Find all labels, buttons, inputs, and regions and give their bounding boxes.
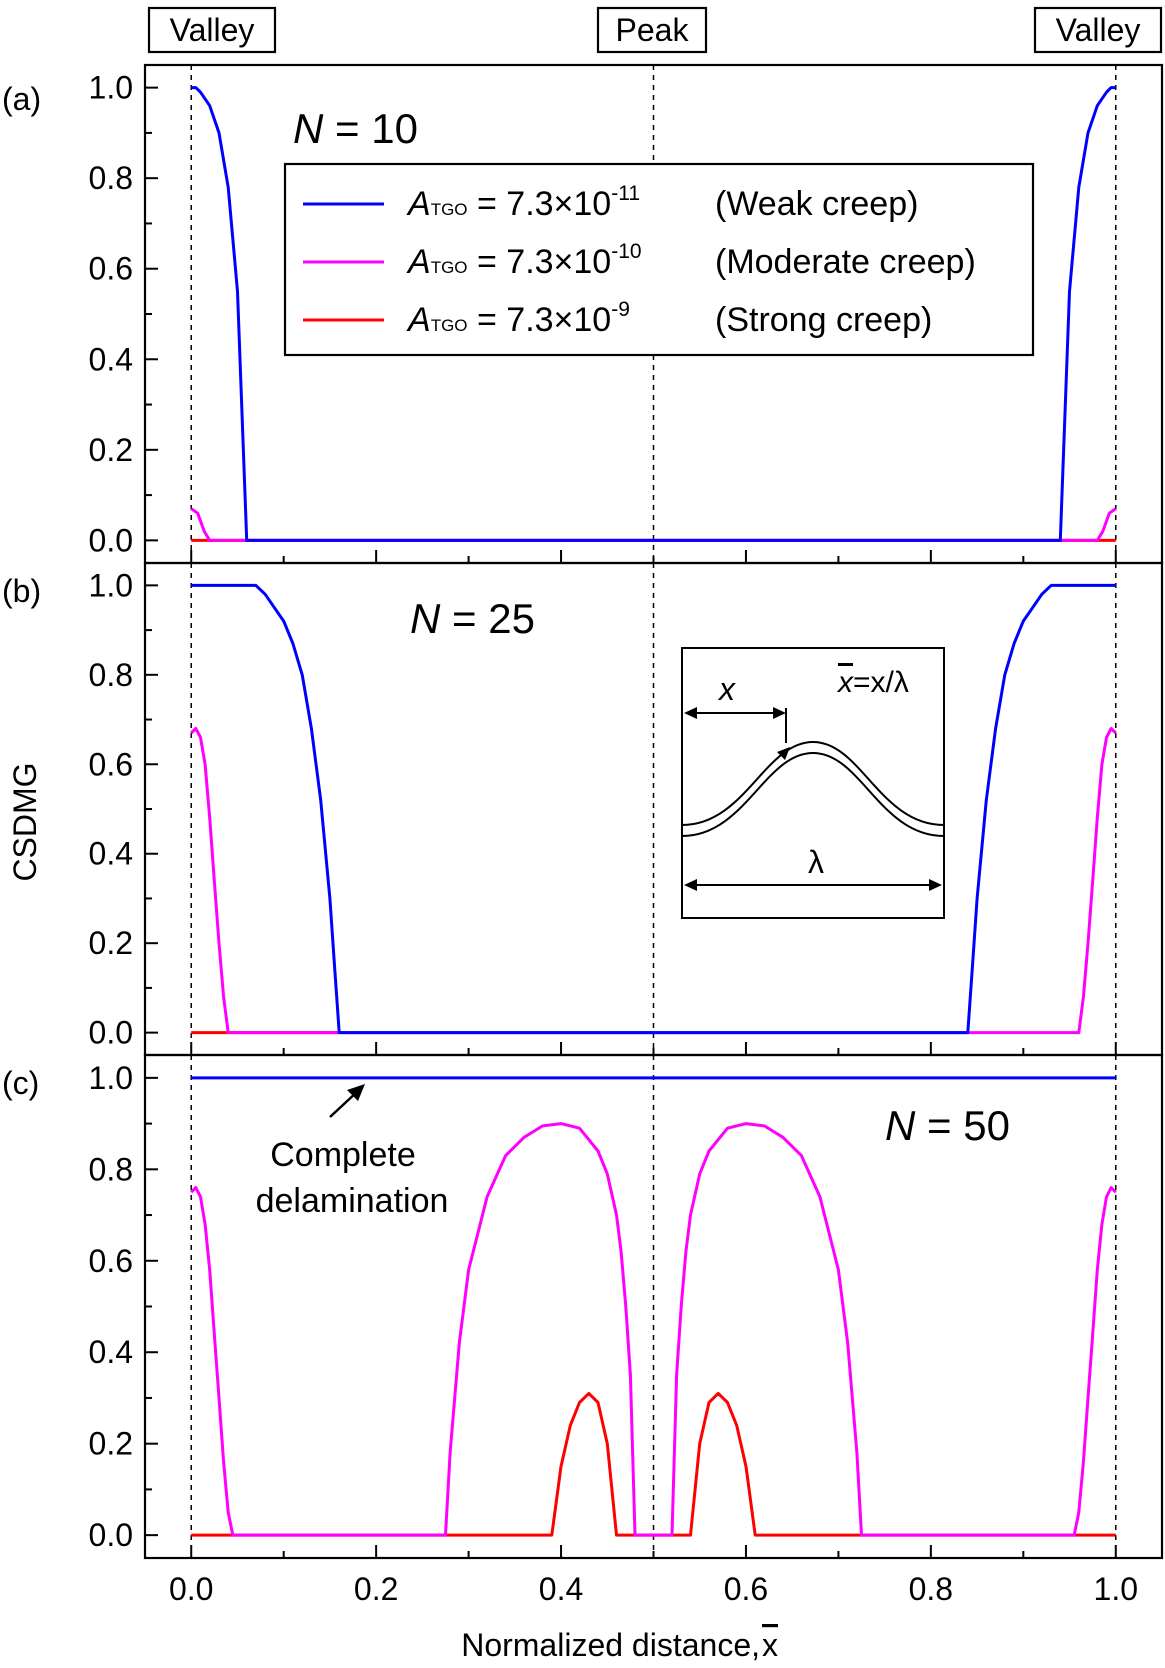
x-tick-label: 0.6 <box>724 1571 768 1607</box>
a-value: = 7.3×10 <box>468 301 612 339</box>
n-value: = 10 <box>323 105 418 152</box>
panel-a-n-annotation: N = 10 <box>293 105 418 152</box>
a-subscript: TGO <box>431 258 468 277</box>
y-tick-label: 0.8 <box>89 1151 133 1187</box>
inset-lambda-arrow-right-head <box>929 879 942 891</box>
plot-frame <box>143 1053 1164 1560</box>
panel-c-n-annotation: N = 50 <box>885 1102 1010 1149</box>
a-value: = 7.3×10 <box>468 185 612 223</box>
annotation-line2: delamination <box>256 1182 449 1220</box>
inset-lambda-label: λ <box>808 844 824 880</box>
annotation-line1: Complete <box>270 1136 416 1174</box>
y-tick-label: 1.0 <box>89 567 133 603</box>
a-exponent: -9 <box>611 298 630 321</box>
y-tick-label: 0.4 <box>89 1334 133 1370</box>
inset-frame <box>681 647 945 919</box>
x-axis-label: Normalized distance, <box>461 1627 760 1663</box>
a-subscript: TGO <box>431 316 468 335</box>
legend-entry-moderate: ATGO = 7.3×10-10 (Moderate creep) <box>303 240 976 281</box>
inset-formula-rest: =x/λ <box>853 666 909 699</box>
y-tick-label: 0.8 <box>89 657 133 693</box>
x-tick-label: 0.0 <box>169 1571 213 1607</box>
a-exponent: -10 <box>611 240 641 263</box>
panel-b: 0.0 0.2 0.4 0.6 0.8 1.0 (b) N = 25 <box>2 561 1164 1057</box>
annotation-arrowhead <box>347 1084 365 1101</box>
legend: ATGO = 7.3×10-11 (Weak creep) ATGO = 7.3… <box>283 162 1035 357</box>
y-tick-label: 0.2 <box>89 1426 133 1462</box>
a-subscript: TGO <box>431 200 468 219</box>
panel-b-n-annotation: N = 25 <box>410 595 535 642</box>
series-line-strong-creep <box>191 1391 1116 1537</box>
n-symbol: N <box>293 105 324 152</box>
inset-schematic: x x=x/λ λ <box>681 647 945 919</box>
valley-left-label: Valley <box>170 12 255 48</box>
n-symbol: N <box>410 595 441 642</box>
y-tick-label: 0.6 <box>89 746 133 782</box>
a-value: = 7.3×10 <box>468 243 612 281</box>
valley-right-label: Valley <box>1056 12 1141 48</box>
a-symbol: A <box>406 185 431 223</box>
inset-x-arrow-left-head <box>684 707 697 719</box>
inset-formula-xbar: x <box>836 666 854 699</box>
inset-lambda-arrow-left-head <box>684 879 697 891</box>
panel-a-label: (a) <box>2 81 41 117</box>
a-exponent: -11 <box>611 182 640 205</box>
panel-a: 0.0 0.2 0.4 0.6 0.8 1.0 (a) N = 10 <box>2 63 1164 565</box>
top-labels: Valley Peak Valley <box>147 6 1163 54</box>
legend-label-moderate: ATGO = 7.3×10-10 <box>406 240 642 281</box>
y-tick-label: 0.6 <box>89 251 133 287</box>
y-tick-label: 0.2 <box>89 925 133 961</box>
valley-right-box <box>1033 6 1163 54</box>
peak-box <box>596 6 708 54</box>
legend-entry-strong: ATGO = 7.3×10-9 (Strong creep) <box>303 298 932 339</box>
series-line-weak-creep <box>191 86 1116 542</box>
inset-wave-inner <box>681 751 945 837</box>
panel-b-label: (b) <box>2 573 41 609</box>
x-tick-label: 1.0 <box>1094 1571 1138 1607</box>
y-tick-label: 0.6 <box>89 1243 133 1279</box>
a-symbol: A <box>406 301 431 339</box>
inset-x-label: x <box>717 671 736 707</box>
series-line-moderate-creep <box>190 1122 1117 1537</box>
legend-note-moderate: (Moderate creep) <box>715 243 976 281</box>
y-tick-label: 0.4 <box>89 341 133 377</box>
y-tick-label: 1.0 <box>89 1060 133 1096</box>
inset-x-arrow-right-head <box>773 707 786 719</box>
legend-note-weak: (Weak creep) <box>715 185 918 223</box>
legend-entry-weak: ATGO = 7.3×10-11 (Weak creep) <box>303 182 918 223</box>
legend-label-strong: ATGO = 7.3×10-9 <box>406 298 630 339</box>
series-line-weak-creep <box>191 583 1116 1035</box>
y-tick-label: 0.0 <box>89 1517 133 1553</box>
inset-formula: x=x/λ <box>836 666 909 699</box>
y-axis-label: CSDMG <box>7 762 43 881</box>
peak-label: Peak <box>616 12 690 48</box>
y-tick-label: 1.0 <box>89 70 133 106</box>
inset-tangent-arrowhead <box>777 747 790 760</box>
y-tick-label: 0.0 <box>89 522 133 558</box>
n-value: = 50 <box>915 1102 1010 1149</box>
legend-label-weak: ATGO = 7.3×10-11 <box>406 182 640 223</box>
a-symbol: A <box>406 243 431 281</box>
valley-left-box <box>147 6 277 54</box>
y-tick-label: 0.4 <box>89 836 133 872</box>
y-tick-label: 0.0 <box>89 1015 133 1051</box>
x-axis-label-symbol: x <box>762 1627 778 1663</box>
legend-box <box>283 162 1035 357</box>
x-tick-label: 0.2 <box>354 1571 398 1607</box>
x-tick-label: 0.4 <box>539 1571 583 1607</box>
panel-c: 0.0 0.2 0.4 0.6 0.8 1.0 0.0 0.2 0.4 0.6 0.8 1.0 (c)… <box>2 1053 1164 1607</box>
inset-wave-outer <box>681 740 945 826</box>
legend-note-strong: (Strong creep) <box>715 301 932 339</box>
complete-delamination-annotation: Complete delamination <box>256 1084 449 1220</box>
y-tick-label: 0.2 <box>89 432 133 468</box>
n-symbol: N <box>885 1102 916 1149</box>
n-value: = 25 <box>440 595 535 642</box>
x-tick-label: 0.8 <box>909 1571 953 1607</box>
panel-c-label: (c) <box>2 1065 39 1101</box>
y-tick-label: 0.8 <box>89 160 133 196</box>
